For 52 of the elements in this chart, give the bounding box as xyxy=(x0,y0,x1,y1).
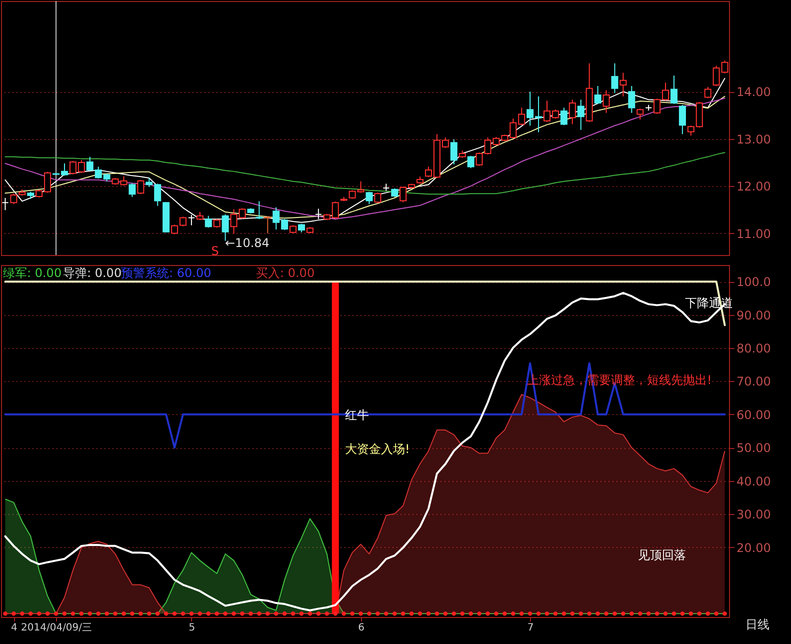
y-tick-label: 70.00 xyxy=(736,374,771,389)
line-series xyxy=(4,152,726,195)
y-tick-label: 60.00 xyxy=(736,408,771,422)
y-tick-label: 13.00 xyxy=(736,132,771,146)
candlestick xyxy=(620,72,627,97)
y-tick-label: 100.0 xyxy=(736,275,771,290)
annotation: 见顶回落 xyxy=(638,548,686,562)
candlestick xyxy=(560,107,568,126)
y-tick-label: 20.00 xyxy=(736,540,771,555)
candlestick xyxy=(2,197,9,211)
candlestick xyxy=(314,208,322,220)
annotation: 导弹: 0.00 xyxy=(63,266,122,280)
x-tick-label: 7 xyxy=(527,622,534,634)
candlestick xyxy=(366,191,373,205)
y-tick-label: 80.00 xyxy=(736,342,771,356)
y-tick-label: 50.00 xyxy=(736,441,771,456)
y-tick-label: 12.00 xyxy=(736,180,771,194)
x-tick-label: 5 xyxy=(188,622,196,634)
y-tick-label: 30.00 xyxy=(736,508,771,522)
candlestick xyxy=(670,75,678,104)
y-tick-label: 11.00 xyxy=(736,226,771,241)
y-tick-label: 90.00 xyxy=(736,308,771,322)
candlestick xyxy=(577,99,584,130)
candlestick xyxy=(264,216,272,234)
candlestick xyxy=(568,99,576,125)
candlestick xyxy=(678,104,686,135)
annotation: 预警系统: 60.00 xyxy=(121,266,212,280)
y-tick-label: 40.00 xyxy=(736,474,771,488)
candlestick xyxy=(450,138,458,165)
annotation: S xyxy=(211,244,219,258)
candlestick xyxy=(602,90,610,114)
candlestick xyxy=(467,155,474,169)
x-tick-label: 2014/04/09/三 xyxy=(21,622,92,634)
candlestick xyxy=(704,86,712,99)
candlestick xyxy=(128,182,136,198)
y-tick-label: 14.00 xyxy=(736,85,771,100)
candlestick xyxy=(628,85,636,114)
candlestick xyxy=(137,179,144,195)
x-tick-label: 6 xyxy=(358,622,364,634)
annotation: ←10.84 xyxy=(225,236,270,250)
candlestick xyxy=(611,62,618,94)
candlestick xyxy=(256,200,263,220)
annotation: 绿军: 0.00 xyxy=(3,266,62,280)
candlestick xyxy=(636,108,644,120)
x-tick-label: 4 xyxy=(11,622,18,634)
annotation: 买入: 0.00 xyxy=(256,266,315,280)
candlestick xyxy=(204,215,212,228)
x-axis-title: 日线 xyxy=(746,618,770,632)
candlestick xyxy=(374,192,382,204)
annotation: 大资金入场! xyxy=(345,442,410,456)
candlestick xyxy=(382,183,390,192)
candlestick xyxy=(594,85,602,104)
